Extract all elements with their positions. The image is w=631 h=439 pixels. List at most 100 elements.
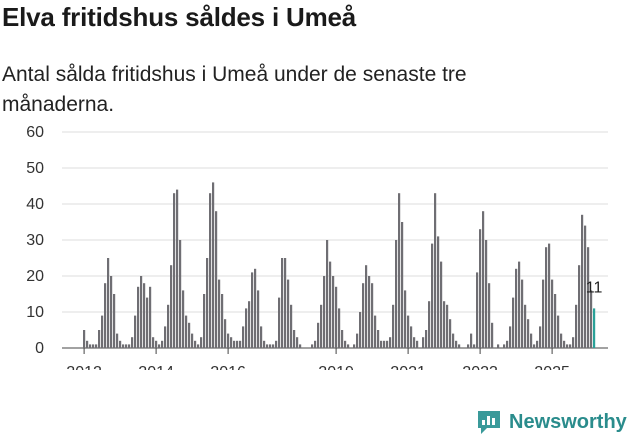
bar	[290, 304, 293, 348]
y-tick-label: 50	[26, 160, 44, 177]
bar	[377, 330, 380, 348]
bar	[380, 340, 383, 348]
bar	[512, 297, 515, 348]
bar	[395, 240, 398, 348]
bar	[527, 319, 530, 348]
bar	[212, 182, 215, 348]
bar	[368, 276, 371, 348]
bar	[176, 189, 179, 348]
bar	[503, 344, 506, 348]
bar	[425, 330, 428, 348]
bar	[275, 340, 278, 348]
bar	[497, 344, 500, 348]
x-axis-ticks: 2012 2014 2016 2019 2021 2023 2025	[66, 348, 570, 370]
bar	[587, 247, 590, 348]
y-axis-ticks: 0 10 20 30 40 50 60	[26, 124, 44, 357]
bar	[575, 304, 578, 348]
bar	[95, 344, 98, 348]
bar	[287, 279, 290, 348]
bar	[89, 344, 92, 348]
bar	[344, 340, 347, 348]
bar	[179, 240, 182, 348]
bar	[125, 344, 128, 348]
bar	[245, 308, 248, 348]
bar	[314, 340, 317, 348]
bar	[128, 344, 131, 348]
bar	[440, 261, 443, 348]
bar	[296, 337, 299, 348]
bar	[530, 333, 533, 348]
bar	[410, 326, 413, 348]
bar	[347, 344, 350, 348]
bar	[356, 333, 359, 348]
bar	[407, 315, 410, 348]
bar	[197, 344, 200, 348]
bar	[224, 319, 227, 348]
x-tick-label: 2025	[534, 364, 570, 370]
bar	[215, 211, 218, 348]
y-tick-label: 20	[26, 268, 44, 285]
bar	[122, 344, 125, 348]
bar	[278, 297, 281, 348]
x-tick-label: 2012	[66, 364, 102, 370]
bar	[353, 344, 356, 348]
bar	[230, 337, 233, 348]
y-tick-label: 40	[26, 196, 44, 213]
bar	[83, 330, 86, 348]
y-tick-label: 10	[26, 304, 44, 321]
bar	[242, 326, 245, 348]
bar	[191, 333, 194, 348]
bar	[401, 222, 404, 348]
bar	[251, 272, 254, 348]
bar	[416, 340, 419, 348]
bar	[470, 333, 473, 348]
bar	[374, 315, 377, 348]
bar	[326, 240, 329, 348]
bar	[590, 290, 593, 348]
y-tick-label: 30	[26, 232, 44, 249]
bar	[203, 294, 206, 348]
bar	[467, 344, 470, 348]
bar	[551, 279, 554, 348]
bar	[524, 304, 527, 348]
newsworthy-logo-icon	[478, 411, 500, 434]
bar	[584, 225, 587, 348]
bar	[248, 301, 251, 348]
bar	[434, 193, 437, 348]
bar	[449, 319, 452, 348]
bar	[431, 243, 434, 348]
bar	[107, 258, 110, 348]
bar	[311, 344, 314, 348]
bar	[488, 283, 491, 348]
bar	[254, 268, 257, 348]
annotations: 11	[586, 279, 603, 296]
bar	[437, 236, 440, 348]
bar	[263, 340, 266, 348]
bar	[194, 340, 197, 348]
bar	[455, 340, 458, 348]
bar	[134, 315, 137, 348]
bar	[482, 211, 485, 348]
bar	[239, 340, 242, 348]
bar	[458, 344, 461, 348]
bar	[542, 279, 545, 348]
bar	[413, 337, 416, 348]
bar	[518, 261, 521, 348]
bar	[557, 315, 560, 348]
bar	[563, 340, 566, 348]
bar	[161, 340, 164, 348]
bar	[536, 340, 539, 348]
bar	[209, 193, 212, 348]
bar	[119, 340, 122, 348]
bar	[521, 279, 524, 348]
bar	[173, 193, 176, 348]
bar	[200, 337, 203, 348]
bar	[152, 337, 155, 348]
bar	[98, 330, 101, 348]
bar	[335, 286, 338, 348]
bar	[515, 268, 518, 348]
bar	[485, 240, 488, 348]
bar	[221, 294, 224, 348]
gridlines	[62, 131, 608, 349]
newsworthy-brand[interactable]: Newsworthy	[475, 407, 627, 437]
